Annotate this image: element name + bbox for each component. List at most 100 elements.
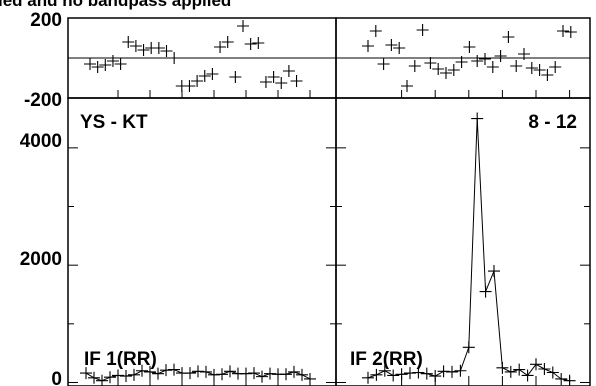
phase-point — [259, 76, 272, 88]
amplitude-point — [530, 358, 542, 371]
amplitude-point — [152, 367, 164, 380]
amplitude-point — [563, 374, 576, 386]
phase-point — [377, 58, 390, 70]
phase-point — [393, 42, 406, 54]
phase-point — [510, 60, 523, 72]
phase-point — [282, 65, 295, 77]
amplitude-point — [80, 367, 92, 380]
phase-point — [214, 41, 227, 53]
amplitude-point — [488, 265, 500, 278]
series-label-if1: IF 1(RR) — [84, 349, 157, 370]
phase-point — [518, 48, 530, 60]
amplitude-point — [412, 366, 425, 379]
phase-point — [290, 75, 303, 87]
amplitude-point — [521, 369, 534, 382]
amplitude-point — [420, 367, 433, 380]
phase-point — [533, 64, 546, 76]
amplitude-point — [296, 368, 308, 381]
amplitude-point — [504, 365, 517, 378]
amplitude-point — [437, 365, 450, 378]
phase-point — [401, 80, 413, 92]
amplitude-point — [192, 365, 204, 378]
amplitude-point — [264, 367, 276, 380]
phase-point — [440, 67, 452, 79]
phase-point — [106, 55, 119, 67]
baseline-label: YS - KT — [80, 112, 148, 133]
phase-point — [252, 37, 265, 49]
phase-point — [486, 61, 499, 73]
phase-ytick-label: -200 — [24, 90, 62, 111]
phase-point — [160, 45, 173, 57]
phase-point — [432, 63, 445, 75]
amplitude-point — [128, 368, 140, 381]
phase-point — [206, 68, 219, 80]
phase-point — [91, 61, 104, 73]
amp-ytick-label: 4000 — [20, 131, 62, 152]
amplitude-point — [224, 365, 236, 378]
phase-point — [408, 60, 421, 72]
amplitude-point — [479, 285, 492, 298]
phase-point — [471, 55, 484, 67]
phase-point — [237, 20, 249, 32]
amplitude-point — [546, 366, 559, 379]
amplitude-point — [248, 367, 260, 380]
phase-point — [447, 64, 460, 76]
amplitude-point — [240, 367, 252, 380]
series-label-if2: IF 2(RR) — [350, 349, 423, 370]
phase-point — [229, 71, 242, 83]
phase-point — [549, 61, 562, 73]
phase-point — [502, 31, 515, 43]
amplitude-point — [216, 368, 228, 381]
amplitude-point — [88, 371, 100, 384]
phase-point — [525, 62, 538, 74]
phase-point — [557, 25, 569, 37]
amplitude-point — [446, 365, 458, 378]
phase-point — [99, 59, 112, 71]
amp-frame-if2 — [335, 97, 591, 386]
amplitude-point — [136, 364, 148, 377]
phase-point — [122, 36, 135, 48]
phase-point — [463, 41, 476, 53]
phase-point — [114, 58, 127, 70]
amplitude-point — [256, 370, 268, 383]
amplitude-point — [538, 362, 551, 375]
phase-point — [137, 44, 150, 56]
phase-point — [564, 26, 577, 38]
amplitude-point — [513, 363, 526, 376]
phase-point — [84, 58, 96, 70]
amplitude-point — [362, 371, 374, 384]
phase-point — [198, 70, 211, 82]
amplitude-point — [200, 365, 212, 378]
amplitude-point — [370, 368, 383, 381]
amp-ytick-label: 2000 — [20, 249, 62, 270]
amplitude-point — [184, 367, 196, 380]
phase-point — [275, 77, 288, 89]
phase-point — [244, 38, 257, 50]
phase-point — [479, 53, 491, 65]
phase-point — [362, 40, 374, 52]
phase-point — [168, 52, 181, 64]
phase-point — [416, 24, 429, 36]
amplitude-point — [112, 369, 124, 382]
amp-ytick-label: 0 — [51, 369, 62, 386]
phase-point — [183, 80, 196, 92]
chart-title: ied and no bandpass applied — [0, 0, 231, 10]
phase-point — [191, 75, 204, 87]
amplitude-point — [387, 369, 400, 382]
amplitude-point — [304, 372, 316, 385]
phase-point — [541, 69, 554, 81]
amplitude-point — [555, 372, 568, 385]
amplitude-point — [471, 112, 484, 125]
amplitude-point — [395, 368, 408, 381]
amplitude-point — [462, 341, 475, 354]
phase-point — [221, 36, 234, 48]
phase-point — [152, 42, 165, 54]
amplitude-point — [378, 364, 391, 377]
amplitude-point — [120, 370, 132, 383]
amplitude-point — [160, 364, 172, 377]
amplitude-point — [429, 370, 442, 383]
phase-ytick-label: 200 — [30, 10, 62, 31]
amp-frame-if1 — [67, 97, 337, 386]
amplitude-point — [288, 365, 300, 378]
